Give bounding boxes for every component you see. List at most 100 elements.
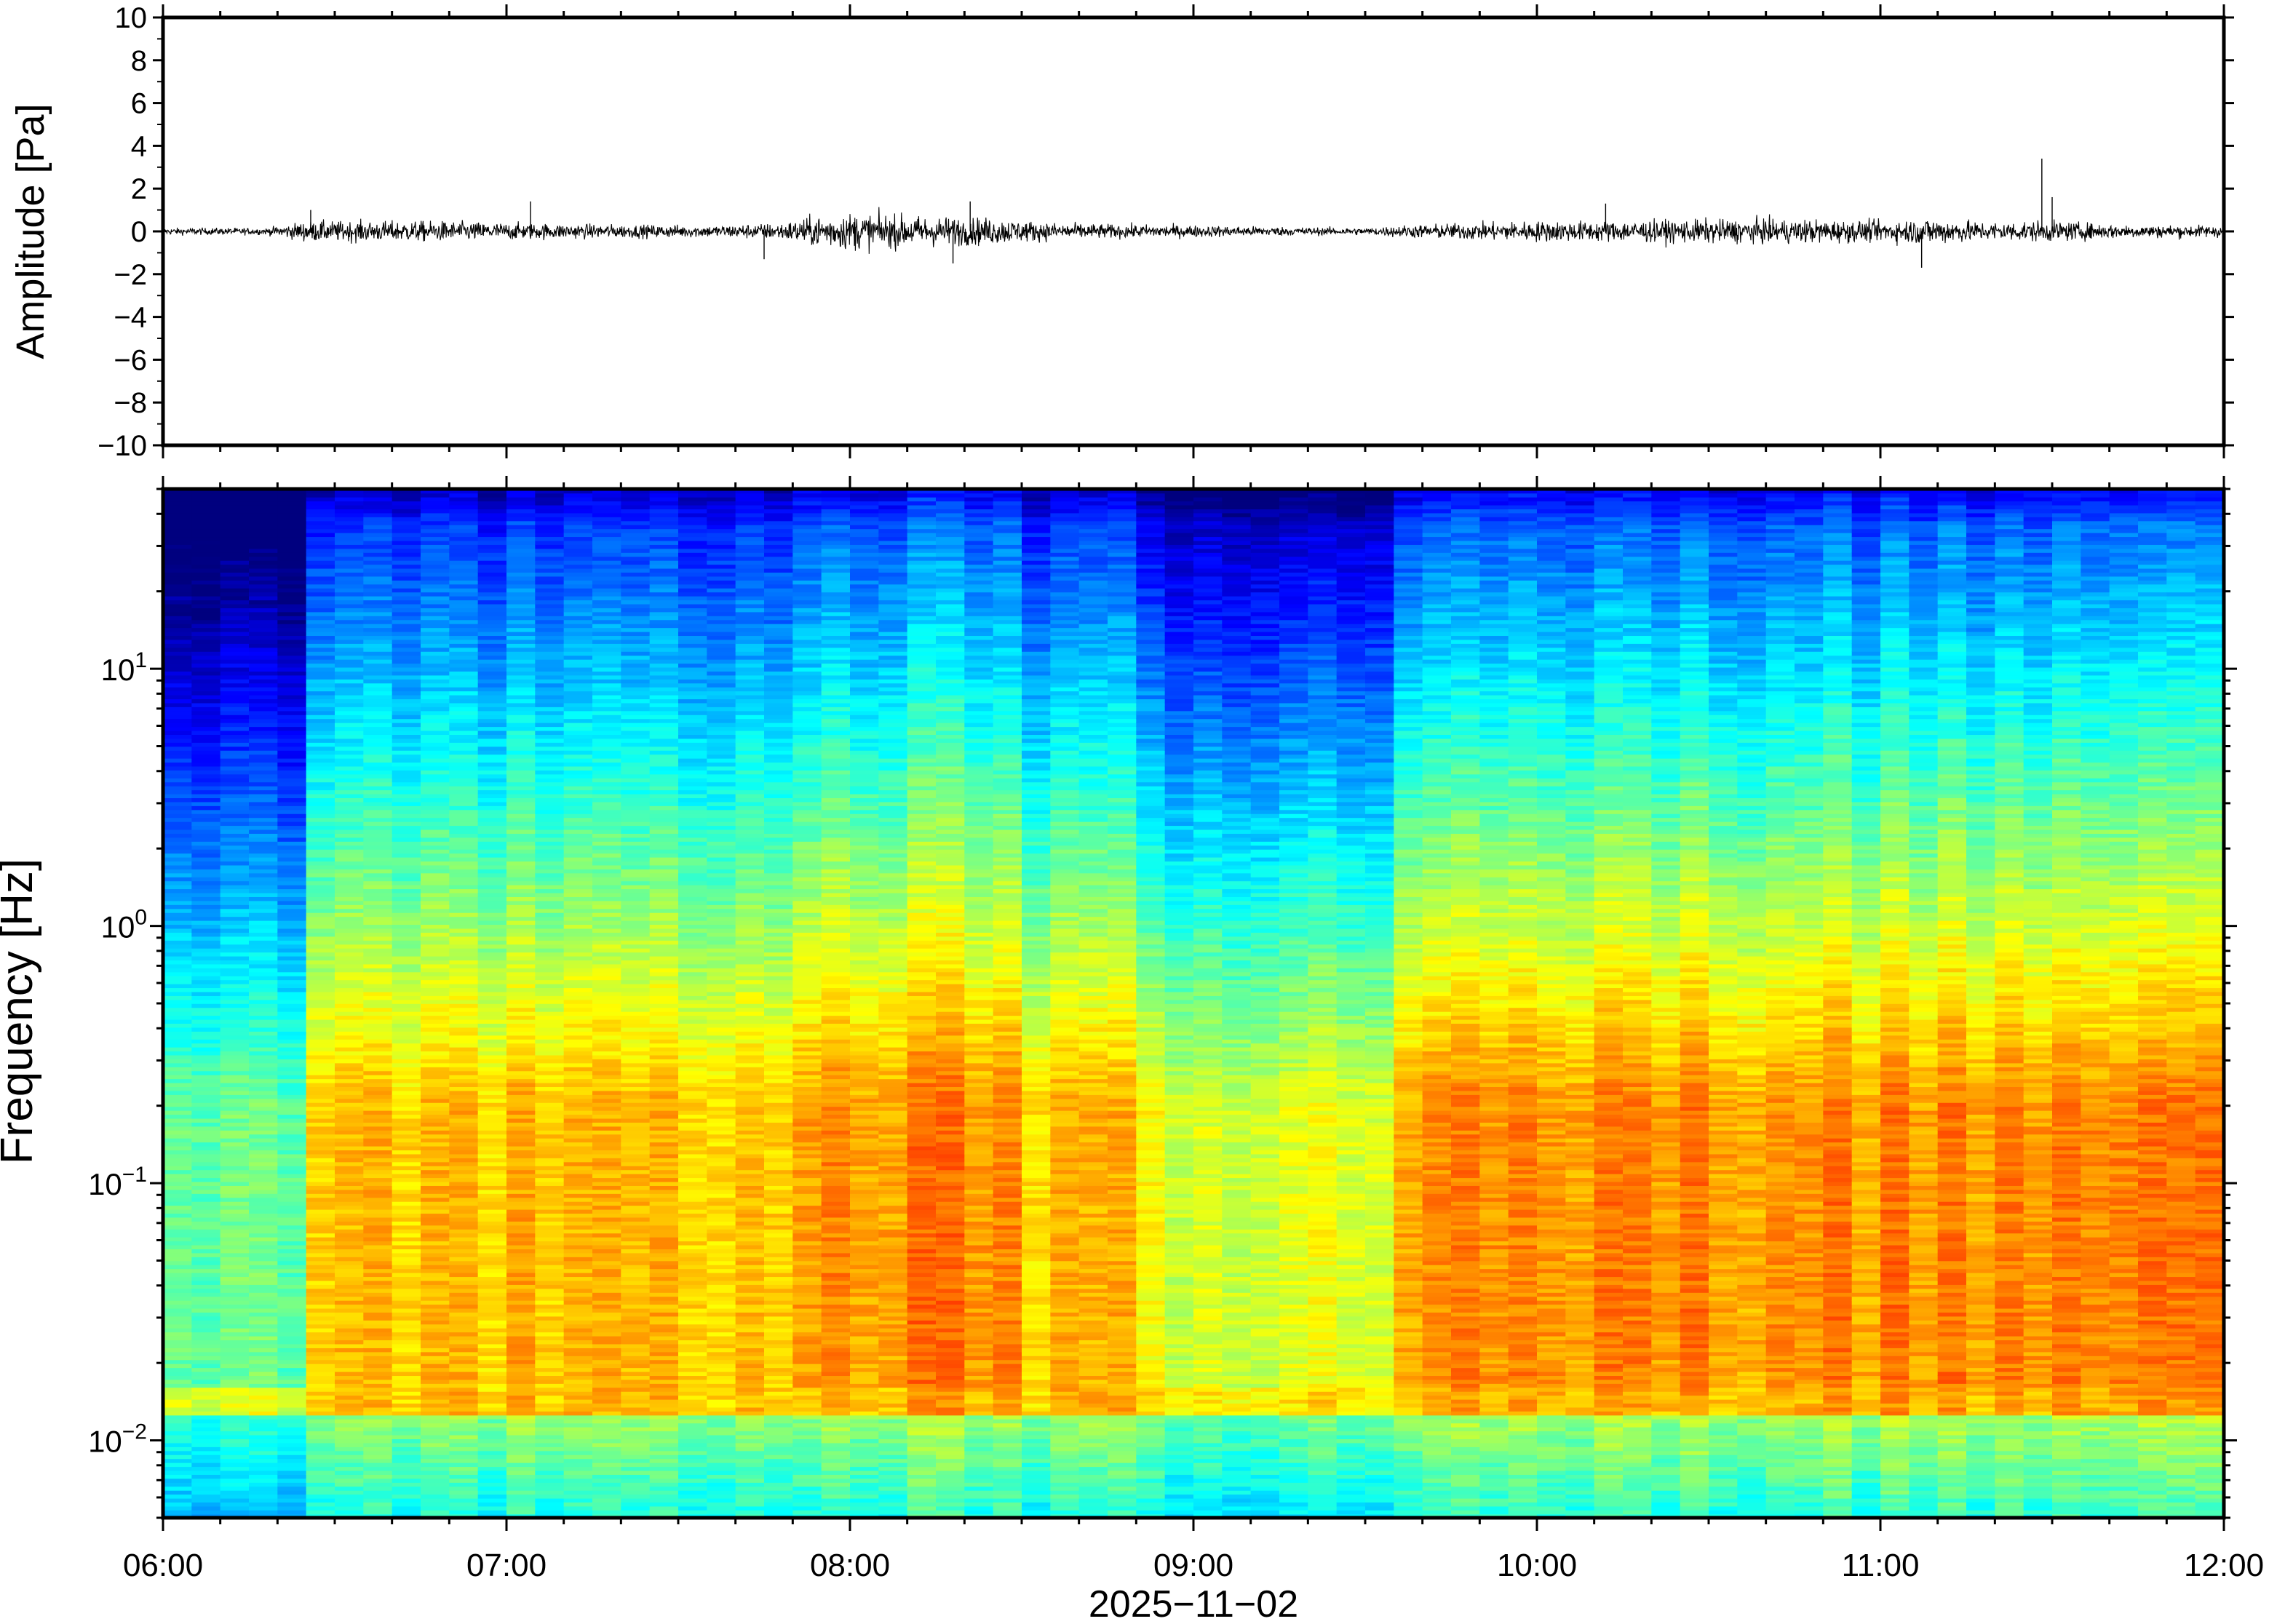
spectrogram-cell xyxy=(477,1177,507,1182)
spectrogram-cell xyxy=(191,1296,221,1301)
spectrogram-cell xyxy=(421,702,450,707)
spectrogram-cell xyxy=(621,987,651,992)
spectrogram-cell xyxy=(163,658,193,664)
spectrogram-cell xyxy=(392,856,421,862)
spectrogram-cell xyxy=(563,1086,593,1091)
spectrogram-cell xyxy=(535,864,565,869)
spectrogram-cell xyxy=(306,1513,335,1518)
spectrogram-cell xyxy=(306,781,335,787)
spectrogram-cell xyxy=(306,600,335,605)
spectrogram-cell xyxy=(449,1153,479,1158)
spectrogram-cell xyxy=(535,856,565,862)
spectrogram-cell xyxy=(220,975,250,981)
spectrogram-cell xyxy=(191,785,221,791)
spectrogram-cell xyxy=(449,1450,479,1455)
spectrogram-cell xyxy=(535,1023,565,1028)
spectrogram-cell xyxy=(220,690,250,696)
spectrogram-cell xyxy=(592,825,622,830)
spectrogram-cell xyxy=(363,608,393,613)
spectrogram-cell xyxy=(477,1110,507,1115)
spectrogram-cell xyxy=(163,1450,193,1455)
spectrogram-cell xyxy=(335,1478,365,1483)
spectrogram-cell xyxy=(220,1031,250,1036)
spectrogram-cell xyxy=(306,1340,335,1345)
spectrogram-cell xyxy=(277,710,307,715)
spectrogram-cell xyxy=(306,1043,335,1048)
spectrogram-cell xyxy=(363,584,393,589)
spectrogram-cell xyxy=(277,1320,307,1325)
spectrogram-cell xyxy=(621,1268,651,1273)
spectrogram-cell xyxy=(421,1213,450,1218)
spectrogram-cell xyxy=(249,694,279,700)
spectrogram-cell xyxy=(191,489,221,494)
spectrogram-cell xyxy=(592,690,622,696)
spectrogram-cell xyxy=(506,1348,536,1353)
spectrogram-cell xyxy=(220,1356,250,1361)
spectrogram-cell xyxy=(421,797,450,803)
spectrogram-cell xyxy=(421,789,450,795)
spectrogram-cell xyxy=(220,1296,250,1301)
spectrogram-cell xyxy=(449,631,479,637)
spectrogram-cell xyxy=(191,1478,221,1483)
spectrogram-cell xyxy=(506,544,536,549)
spectrogram-cell xyxy=(306,975,335,981)
spectrogram-column xyxy=(392,489,421,1518)
spectrogram-cell xyxy=(535,702,565,707)
spectrogram-cell xyxy=(678,1189,708,1194)
spectrogram-cell xyxy=(678,1356,708,1361)
spectrogram-cell xyxy=(621,1114,651,1119)
spectrogram-cell xyxy=(621,809,651,814)
spectrogram-cell xyxy=(563,1470,593,1475)
spectrogram-cell xyxy=(621,1403,651,1408)
spectrogram-cell xyxy=(477,686,507,692)
spectrogram-cell xyxy=(163,789,193,795)
spectrogram-cell xyxy=(421,770,450,775)
spectrogram-cell xyxy=(563,552,593,557)
spectrogram-cell xyxy=(306,1363,335,1369)
spectrogram-cell xyxy=(563,722,593,728)
spectrogram-cell xyxy=(335,1173,365,1179)
spectrogram-cell xyxy=(220,841,250,846)
spectrogram-cell xyxy=(277,556,307,561)
spectrogram-cell xyxy=(392,655,421,660)
spectrogram-cell xyxy=(335,1494,365,1499)
spectrogram-cell xyxy=(563,1398,593,1404)
spectrogram-cell xyxy=(220,702,250,707)
spectrogram-cell xyxy=(621,1007,651,1012)
spectrogram-cell xyxy=(649,1067,679,1072)
spectrogram-cell xyxy=(363,1257,393,1262)
spectrogram-cell xyxy=(563,1074,593,1080)
spectrogram-cell xyxy=(306,833,335,838)
spectrogram-cell xyxy=(277,939,307,945)
spectrogram-cell xyxy=(363,1236,393,1242)
spectrogram-cell xyxy=(220,1505,250,1510)
spectrogram-cell xyxy=(421,1233,450,1238)
spectrogram-cell xyxy=(592,960,622,965)
spectrogram-cell xyxy=(249,1276,279,1281)
spectrogram-cell xyxy=(191,1379,221,1384)
spectrogram-cell xyxy=(649,1046,679,1052)
spectrogram-cell xyxy=(563,773,593,779)
spectrogram-cell xyxy=(506,710,536,715)
spectrogram-cell xyxy=(678,1398,708,1404)
spectrogram-cell xyxy=(306,1225,335,1230)
spectrogram-cell xyxy=(191,1260,221,1265)
spectrogram-cell xyxy=(449,1249,479,1254)
spectrogram-cell xyxy=(649,1351,679,1356)
spectrogram-cell xyxy=(506,1356,536,1361)
spectrogram-cell xyxy=(363,1367,393,1372)
spectrogram-cell xyxy=(678,1367,708,1372)
spectrogram-cell xyxy=(563,762,593,767)
spectrogram-cell xyxy=(277,658,307,664)
spectrogram-cell xyxy=(621,592,651,597)
spectrogram-cell xyxy=(449,1367,479,1372)
spectrogram-cell xyxy=(649,1038,679,1044)
spectrogram-cell xyxy=(535,1137,565,1143)
spectrogram-cell xyxy=(563,904,593,909)
spectrogram-cell xyxy=(449,746,479,751)
spectrogram-cell xyxy=(220,1383,250,1388)
spectrogram-cell xyxy=(449,1422,479,1428)
spectrogram-cell xyxy=(506,1340,536,1345)
spectrogram-cell xyxy=(449,1201,479,1206)
spectrogram-cell xyxy=(220,496,250,502)
